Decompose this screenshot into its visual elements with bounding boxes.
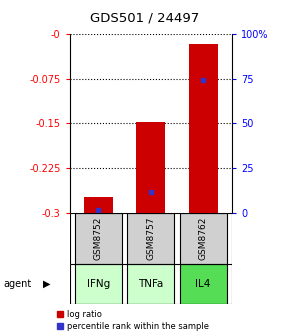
Text: agent: agent [3,279,31,289]
Text: GSM8752: GSM8752 [94,217,103,260]
Bar [84,197,113,213]
Text: GSM8762: GSM8762 [199,217,208,260]
Bar [136,122,165,213]
Bar [127,264,174,304]
Text: TNFa: TNFa [138,279,164,289]
Text: GDS501 / 24497: GDS501 / 24497 [90,12,200,25]
Bar [127,213,174,264]
Text: ▶: ▶ [43,279,51,289]
Bar [180,213,227,264]
Text: GSM8757: GSM8757 [146,217,155,260]
Text: IFNg: IFNg [87,279,110,289]
Legend: log ratio, percentile rank within the sample: log ratio, percentile rank within the sa… [56,310,209,331]
Bar [180,264,227,304]
Text: IL4: IL4 [195,279,211,289]
Bar [189,44,218,213]
Bar [75,213,122,264]
Bar [75,264,122,304]
